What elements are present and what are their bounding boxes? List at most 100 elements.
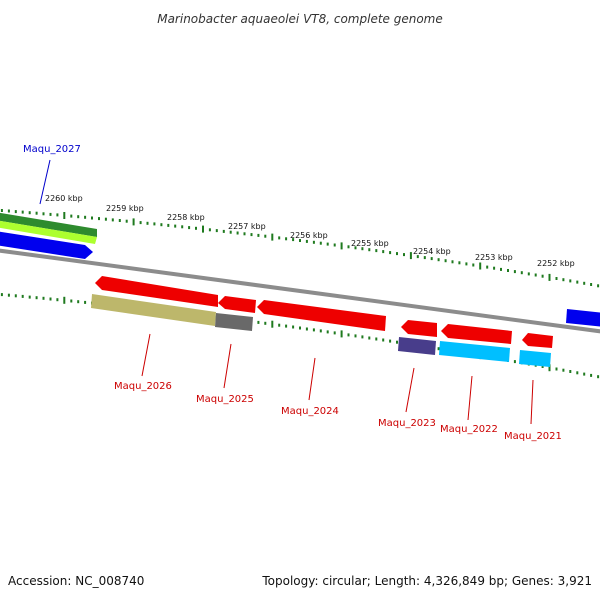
gene-label-maqu-2027[interactable]: Maqu_2027 xyxy=(23,144,81,155)
reverse-red-gene-2025[interactable] xyxy=(218,296,256,313)
forward-blue-gene[interactable] xyxy=(0,231,93,259)
ruler-minor-tick xyxy=(21,294,24,298)
ruler-minor-tick xyxy=(21,210,24,214)
ruler-minor-tick xyxy=(305,239,308,243)
reverse-red-gene-2026[interactable] xyxy=(95,276,218,307)
ruler-minor-tick xyxy=(91,216,93,220)
ruler-minor-tick xyxy=(597,375,600,379)
ruler-minor-tick xyxy=(160,223,163,227)
leader-line xyxy=(530,379,534,425)
ruler-minor-tick xyxy=(527,272,530,276)
ruler-minor-tick xyxy=(430,257,433,261)
forward-blue-gene-right[interactable] xyxy=(566,309,600,327)
ruler-minor-tick xyxy=(534,273,537,277)
gene-label-maqu-2021[interactable]: Maqu_2021 xyxy=(504,431,562,442)
ruler-label: 2253 kbp xyxy=(475,253,513,262)
ruler-minor-tick xyxy=(0,293,3,297)
ruler-minor-tick xyxy=(0,209,3,212)
ruler-minor-tick xyxy=(389,339,392,343)
ruler-minor-tick xyxy=(576,371,579,375)
ruler-minor-tick xyxy=(292,238,295,242)
ruler-minor-tick xyxy=(84,215,87,219)
ruler-minor-tick xyxy=(444,259,447,263)
reverse-red-gene-2022[interactable] xyxy=(441,324,512,344)
ruler-label: 2258 kbp xyxy=(167,213,205,222)
ruler-label: 2252 kbp xyxy=(537,259,575,268)
ruler-minor-tick xyxy=(576,280,579,284)
reverse-olive-feature-2026[interactable] xyxy=(91,294,216,326)
ruler-minor-tick xyxy=(562,278,565,282)
genome-backbone xyxy=(0,248,600,334)
gene-label-maqu-2024[interactable]: Maqu_2024 xyxy=(281,406,339,417)
ruler-minor-tick xyxy=(437,258,440,262)
ruler-minor-tick xyxy=(500,267,502,271)
ruler-minor-tick xyxy=(278,236,281,240)
gene-label-maqu-2025[interactable]: Maqu_2025 xyxy=(196,394,254,405)
ruler-minor-tick xyxy=(569,370,572,373)
ruler-label: 2259 kbp xyxy=(106,204,144,213)
ruler-minor-tick xyxy=(56,298,59,302)
ruler-label: 2256 kbp xyxy=(290,231,328,240)
forward-green-feature[interactable] xyxy=(0,212,97,237)
ruler-minor-tick xyxy=(312,240,315,244)
reverse-cyan-feature-2021[interactable] xyxy=(519,350,551,367)
ruler-minor-tick xyxy=(49,212,52,216)
ruler-label: 2257 kbp xyxy=(228,222,266,231)
ruler-minor-tick xyxy=(70,299,73,303)
ruler-minor-tick xyxy=(243,232,246,236)
ruler-minor-tick xyxy=(569,279,572,283)
gene-label-maqu-2026[interactable]: Maqu_2026 xyxy=(114,381,172,392)
ruler-minor-tick xyxy=(77,215,80,219)
leader-line xyxy=(467,375,473,421)
ruler-minor-tick xyxy=(257,233,260,237)
ruler-minor-tick xyxy=(389,251,392,255)
ruler-minor-tick xyxy=(382,338,385,342)
ruler-minor-tick xyxy=(520,271,523,275)
gene-label-maqu-2022[interactable]: Maqu_2022 xyxy=(440,424,498,435)
ruler-minor-tick xyxy=(583,281,586,285)
ruler-minor-tick xyxy=(319,241,322,245)
reverse-red-gene-2021[interactable] xyxy=(522,333,553,348)
ruler-minor-tick xyxy=(229,230,232,234)
ruler-minor-tick xyxy=(264,321,267,325)
ruler-minor-tick xyxy=(208,228,211,232)
ruler-minor-tick xyxy=(437,347,440,351)
ruler-minor-tick xyxy=(472,263,475,267)
ruler-major-tick xyxy=(63,296,66,304)
ruler-minor-tick xyxy=(104,217,107,221)
reverse-gray-feature-2025[interactable] xyxy=(215,313,253,331)
ruler-minor-tick xyxy=(583,372,586,376)
reverse-navy-feature-2023[interactable] xyxy=(398,337,436,355)
ruler-minor-tick xyxy=(250,233,253,237)
ruler-minor-tick xyxy=(451,260,454,264)
ruler-minor-tick xyxy=(326,330,329,334)
ruler-minor-tick xyxy=(458,261,461,265)
ruler-minor-tick xyxy=(195,226,197,230)
ruler-minor-tick xyxy=(513,360,516,364)
gene-label-maqu-2023[interactable]: Maqu_2023 xyxy=(378,418,436,429)
ruler-minor-tick xyxy=(368,248,371,252)
ruler-minor-tick xyxy=(354,334,357,338)
ruler-label: 2255 kbp xyxy=(351,239,389,248)
ruler-minor-tick xyxy=(174,224,177,228)
ruler-minor-tick xyxy=(396,252,398,256)
leader-line xyxy=(223,343,232,389)
reverse-cyan-feature-2022[interactable] xyxy=(439,341,510,362)
ruler-major-tick xyxy=(409,252,412,260)
ruler-minor-tick xyxy=(590,373,593,377)
reverse-red-gene-2023[interactable] xyxy=(401,320,437,337)
forward-lightgreen-feature[interactable] xyxy=(0,220,97,244)
ruler-minor-tick xyxy=(257,320,260,324)
reverse-red-gene-2024[interactable] xyxy=(257,300,386,331)
ruler-major-tick xyxy=(340,330,343,338)
ruler-minor-tick xyxy=(188,226,191,230)
label-leaders xyxy=(39,159,534,425)
ruler-minor-tick xyxy=(146,221,149,225)
ruler-minor-tick xyxy=(181,225,184,229)
ruler-minor-tick xyxy=(153,222,156,226)
ruler-minor-tick xyxy=(222,229,225,233)
ruler-minor-tick xyxy=(493,266,496,270)
ruler-minor-tick xyxy=(28,295,31,299)
ruler-major-tick xyxy=(132,218,135,226)
ruler-ticks-outer xyxy=(0,209,600,288)
